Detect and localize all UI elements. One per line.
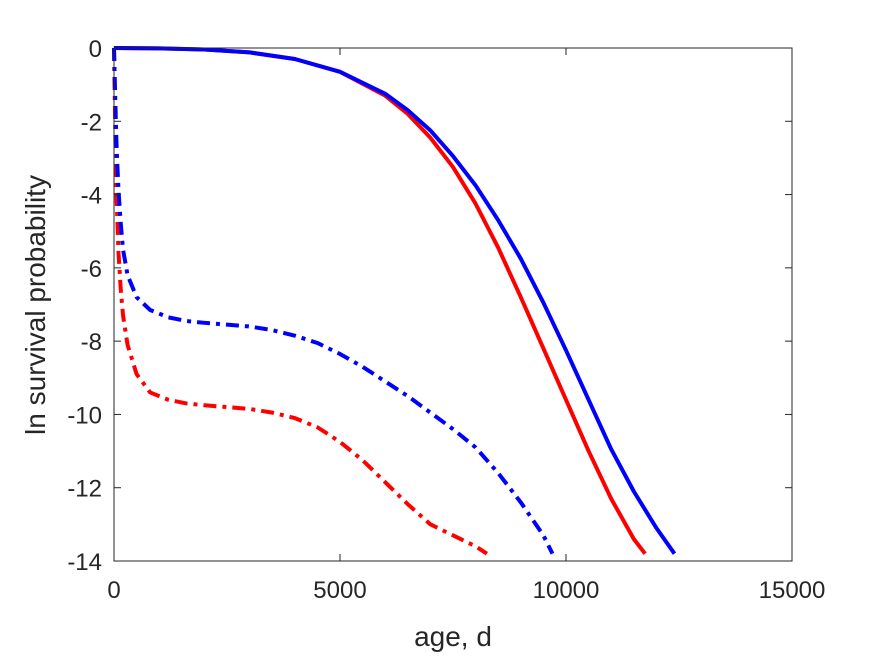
y-tick-label: -6 <box>81 256 102 283</box>
y-tick-label: 0 <box>89 36 102 63</box>
plot-frame <box>113 47 793 562</box>
x-axis-title: age, d <box>414 621 492 652</box>
x-tick-label: 0 <box>107 577 120 604</box>
y-tick-label: -2 <box>81 109 102 136</box>
y-tick-label: -14 <box>67 549 102 576</box>
y-tick-label: -10 <box>67 402 102 429</box>
series-line-3 <box>112 47 488 556</box>
x-tick-label: 5000 <box>313 577 366 604</box>
y-axis-title: ln survival probability <box>20 175 51 435</box>
series-line-4 <box>112 47 555 555</box>
y-tick-label: -4 <box>81 183 102 210</box>
y-tick-label: -12 <box>67 476 102 503</box>
x-tick-label: 15000 <box>759 577 826 604</box>
series-line-2 <box>113 46 677 555</box>
series-layer <box>112 46 677 556</box>
y-tick-label: -8 <box>81 329 102 356</box>
plot-area <box>114 48 792 561</box>
x-tick-label: 10000 <box>533 577 600 604</box>
tick-layer: 0 5000 10000 15000 0 -2 -4 -6 -8 -10 -12 -14 <box>67 36 825 604</box>
